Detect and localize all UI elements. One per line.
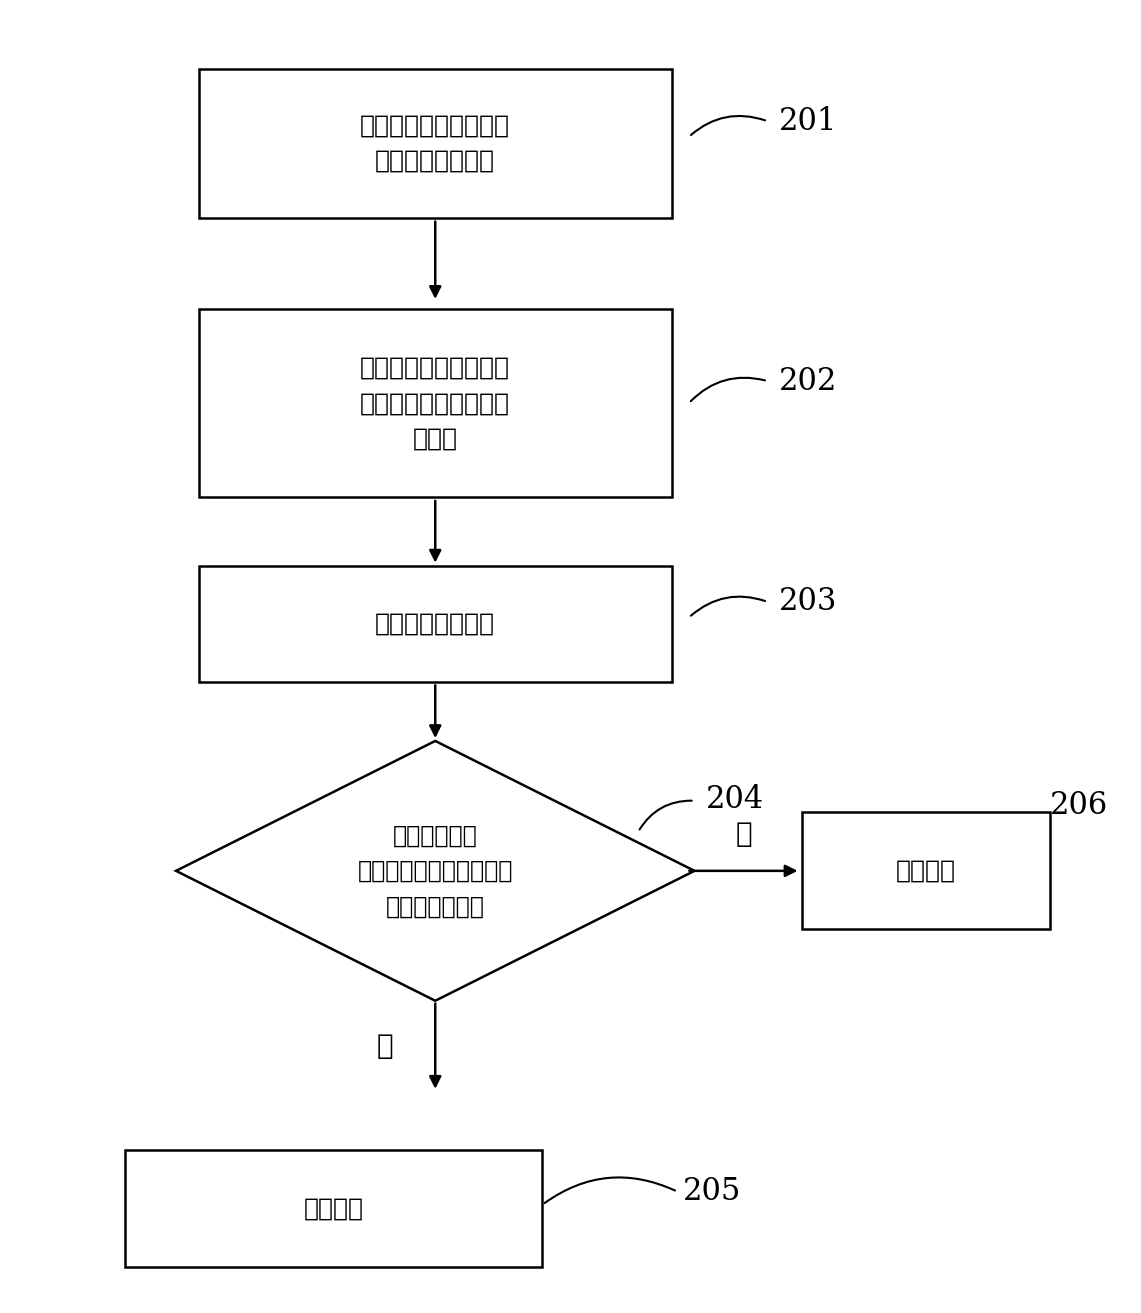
Bar bbox=[802, 813, 1050, 930]
Text: 完成解锁: 完成解锁 bbox=[304, 1196, 364, 1221]
Text: 重力传感器对终端的加
速度进行实时检测: 重力传感器对终端的加 速度进行实时检测 bbox=[361, 114, 510, 173]
Bar bbox=[199, 68, 672, 218]
Text: 获取关键点并计算所述
关键点相对水平面的偏
移角度: 获取关键点并计算所述 关键点相对水平面的偏 移角度 bbox=[361, 356, 510, 450]
Text: 205: 205 bbox=[683, 1176, 742, 1207]
Polygon shape bbox=[176, 741, 695, 1001]
Text: 是: 是 bbox=[377, 1032, 393, 1060]
Text: 获取验证信息序列: 获取验证信息序列 bbox=[375, 612, 495, 635]
Bar bbox=[199, 309, 672, 498]
Text: 206: 206 bbox=[1050, 790, 1108, 822]
Text: 否: 否 bbox=[735, 821, 752, 848]
Text: 203: 203 bbox=[779, 587, 837, 617]
Text: 201: 201 bbox=[779, 106, 837, 137]
Bar bbox=[199, 566, 672, 683]
Text: 验证信息序列
与预设的解锁信息序列是
否对应匹配成功: 验证信息序列 与预设的解锁信息序列是 否对应匹配成功 bbox=[357, 823, 513, 918]
Text: 204: 204 bbox=[706, 784, 763, 815]
Bar bbox=[126, 1150, 542, 1267]
Text: 解锁失败: 解锁失败 bbox=[896, 859, 955, 882]
Text: 202: 202 bbox=[779, 365, 837, 397]
